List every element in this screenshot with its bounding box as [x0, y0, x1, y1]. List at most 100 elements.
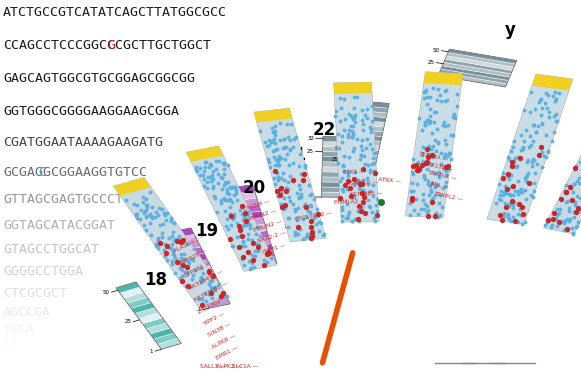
Text: ALPK8 —: ALPK8 — [211, 333, 236, 350]
Polygon shape [353, 129, 383, 137]
Polygon shape [289, 182, 309, 188]
Text: AGCCGA: AGCCGA [3, 306, 51, 319]
Polygon shape [237, 204, 261, 214]
Text: CYC10RS2 —: CYC10RS2 — [295, 211, 333, 223]
Text: G: G [107, 39, 115, 52]
Text: ATRX —: ATRX — [378, 177, 401, 184]
Text: EMLIN2 —: EMLIN2 — [253, 219, 282, 233]
Polygon shape [532, 74, 573, 91]
Polygon shape [150, 328, 174, 339]
Text: ALPK2 —: ALPK2 — [216, 364, 242, 369]
Text: TRAPL2 —: TRAPL2 — [426, 170, 457, 182]
Text: YIPF2 —: YIPF2 — [202, 311, 225, 327]
Text: 1: 1 [283, 224, 286, 229]
Polygon shape [355, 120, 385, 127]
Text: JMJL —: JMJL — [429, 181, 450, 190]
Polygon shape [447, 52, 515, 67]
Text: C: C [38, 166, 46, 179]
Polygon shape [131, 303, 155, 313]
Polygon shape [441, 66, 510, 80]
Text: TRXPL2 —: TRXPL2 — [433, 191, 463, 202]
Polygon shape [346, 162, 375, 169]
Polygon shape [333, 82, 379, 222]
Text: GCGAGGCGGAAGGTGTCC: GCGAGGCGGAAGGTGTCC [3, 166, 147, 179]
Text: CYP2B1 —: CYP2B1 — [183, 260, 212, 279]
Text: AR311181 —: AR311181 — [193, 280, 229, 303]
Polygon shape [288, 173, 307, 179]
Text: SALL3 —: SALL3 — [200, 364, 227, 369]
Polygon shape [142, 318, 166, 329]
Text: 25: 25 [228, 227, 235, 232]
Text: 1: 1 [197, 307, 201, 312]
Text: 50: 50 [103, 290, 110, 295]
Polygon shape [321, 187, 341, 192]
Text: TMHN2 —: TMHN2 — [248, 208, 277, 222]
Text: CCAGCCTCCCGGCCCGCTTGCTGGCT: CCAGCCTCCCGGCCCGCTTGCTGGCT [3, 39, 211, 52]
Polygon shape [206, 297, 230, 308]
Polygon shape [187, 146, 277, 271]
Polygon shape [113, 177, 229, 307]
Text: CTCGCGCT: CTCGCGCT [3, 287, 67, 300]
Text: x: x [349, 94, 360, 112]
Polygon shape [291, 197, 310, 202]
Text: TEX13A —: TEX13A — [418, 152, 449, 163]
Polygon shape [135, 307, 159, 318]
Text: 25: 25 [428, 60, 435, 65]
Text: 19: 19 [195, 222, 218, 240]
Text: 25: 25 [332, 157, 339, 162]
Text: RSMK10 —: RSMK10 — [346, 180, 378, 186]
Polygon shape [442, 62, 511, 77]
Polygon shape [124, 292, 148, 303]
Text: PHMLA2 —: PHMLA2 — [334, 199, 366, 205]
Polygon shape [146, 323, 170, 334]
Polygon shape [253, 257, 277, 266]
Text: GAGCAGTGGCGTGCGGAGCGGCGG: GAGCAGTGGCGTGCGGAGCGGCGG [3, 72, 195, 85]
Polygon shape [448, 49, 517, 64]
Polygon shape [120, 287, 144, 298]
Polygon shape [352, 134, 382, 141]
Polygon shape [196, 279, 220, 289]
Text: GTAGCCTGGCAT: GTAGCCTGGCAT [3, 243, 99, 256]
Polygon shape [193, 272, 217, 283]
Polygon shape [292, 201, 311, 207]
Polygon shape [199, 285, 224, 296]
Text: GGTGGGCGGGGAAGGAAGCGGA: GGTGGGCGGGGAAGGAAGCGGA [3, 105, 179, 118]
Polygon shape [349, 148, 379, 155]
Polygon shape [439, 69, 508, 84]
Text: 32: 32 [307, 136, 314, 141]
Polygon shape [322, 177, 342, 182]
Polygon shape [350, 144, 380, 151]
Text: 50: 50 [433, 48, 440, 53]
Polygon shape [358, 106, 388, 113]
Text: 100: 100 [336, 123, 346, 128]
Polygon shape [189, 266, 214, 276]
Text: 18: 18 [144, 271, 167, 289]
Text: 50: 50 [334, 146, 341, 151]
Polygon shape [254, 108, 326, 242]
Text: 25: 25 [307, 149, 314, 154]
Text: 1: 1 [309, 194, 313, 200]
Text: 25: 25 [275, 193, 282, 198]
Polygon shape [322, 152, 342, 157]
Polygon shape [356, 115, 386, 123]
Text: CGATGGAATAAAAGAAGATG: CGATGGAATAAAAGAAGATG [3, 137, 163, 149]
Polygon shape [254, 108, 292, 123]
Polygon shape [322, 172, 342, 177]
Polygon shape [424, 72, 463, 85]
Polygon shape [321, 192, 341, 197]
Polygon shape [245, 231, 269, 240]
Polygon shape [233, 192, 257, 201]
Polygon shape [288, 168, 307, 174]
Text: SLC1A —: SLC1A — [232, 364, 259, 369]
Polygon shape [293, 211, 313, 217]
Polygon shape [290, 192, 310, 198]
Polygon shape [406, 72, 463, 218]
Text: ATCTGCCGTCATATCAGCTTATGGCGCC: ATCTGCCGTCATATCAGCTTATGGCGCC [3, 6, 227, 19]
Text: 150: 150 [341, 99, 352, 104]
Polygon shape [290, 187, 309, 193]
Polygon shape [203, 291, 227, 302]
Polygon shape [247, 237, 271, 246]
Polygon shape [154, 333, 178, 344]
Polygon shape [241, 218, 265, 227]
Text: AK310497 —: AK310497 — [188, 268, 224, 291]
